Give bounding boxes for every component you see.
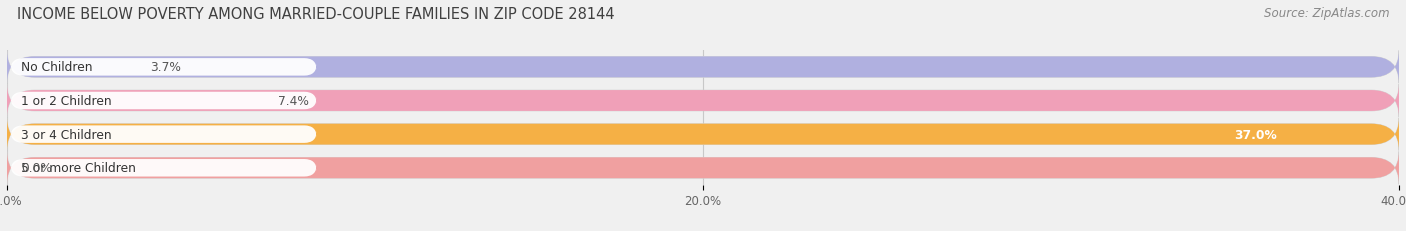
Text: 0.0%: 0.0% [21,161,52,175]
FancyBboxPatch shape [7,152,1399,185]
FancyBboxPatch shape [7,85,1399,118]
FancyBboxPatch shape [7,152,1399,185]
Text: 7.4%: 7.4% [278,94,309,108]
FancyBboxPatch shape [7,51,1399,84]
FancyBboxPatch shape [7,51,1399,84]
FancyBboxPatch shape [10,159,316,177]
Text: 1 or 2 Children: 1 or 2 Children [21,94,111,108]
Text: INCOME BELOW POVERTY AMONG MARRIED-COUPLE FAMILIES IN ZIP CODE 28144: INCOME BELOW POVERTY AMONG MARRIED-COUPL… [17,7,614,22]
Text: No Children: No Children [21,61,93,74]
FancyBboxPatch shape [10,126,316,143]
FancyBboxPatch shape [10,59,316,76]
Text: Source: ZipAtlas.com: Source: ZipAtlas.com [1264,7,1389,20]
FancyBboxPatch shape [7,85,1399,118]
Text: 5 or more Children: 5 or more Children [21,161,136,175]
Text: 3.7%: 3.7% [149,61,180,74]
FancyBboxPatch shape [10,92,316,110]
FancyBboxPatch shape [7,118,1399,151]
Text: 37.0%: 37.0% [1234,128,1277,141]
Text: 3 or 4 Children: 3 or 4 Children [21,128,111,141]
FancyBboxPatch shape [7,118,1399,151]
